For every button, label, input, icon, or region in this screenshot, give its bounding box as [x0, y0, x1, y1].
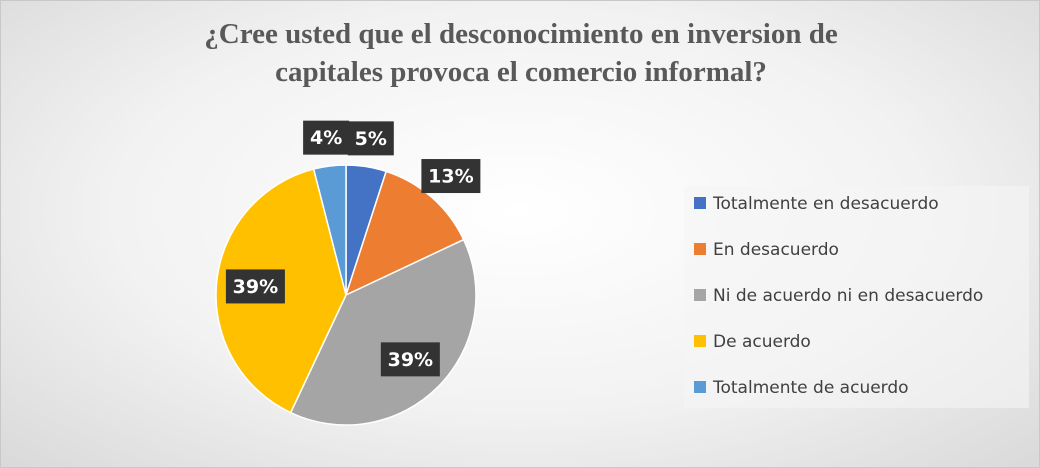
data-label: 13%: [428, 166, 473, 188]
data-label: 4%: [310, 127, 342, 149]
data-label: 5%: [355, 128, 387, 150]
data-label-box: [225, 269, 285, 304]
legend-swatch: [694, 243, 706, 255]
legend-box: [684, 186, 1029, 408]
data-label-box: [421, 159, 481, 194]
pie-slice: [289, 238, 477, 426]
legend-swatch: [694, 381, 706, 393]
data-label-box: [347, 121, 394, 156]
data-label: 39%: [233, 276, 278, 298]
legend-label: En desacuerdo: [713, 240, 839, 260]
data-label: 39%: [388, 349, 433, 371]
legend-swatch: [694, 335, 706, 347]
pie-slice: [344, 170, 465, 297]
data-label-box: [380, 342, 440, 377]
legend-swatch: [694, 289, 706, 301]
data-label-box: [303, 120, 350, 155]
legend-label: Ni de acuerdo ni en desacuerdo: [713, 286, 983, 306]
pie-slice: [312, 164, 347, 296]
legend-label: Totalmente de acuerdo: [712, 378, 909, 398]
legend-label: Totalmente en desacuerdo: [712, 194, 939, 214]
legend-swatch: [694, 197, 706, 209]
chart-title: ¿Cree usted que el desconocimiento en in…: [204, 18, 838, 88]
legend-label: De acuerdo: [713, 332, 811, 352]
